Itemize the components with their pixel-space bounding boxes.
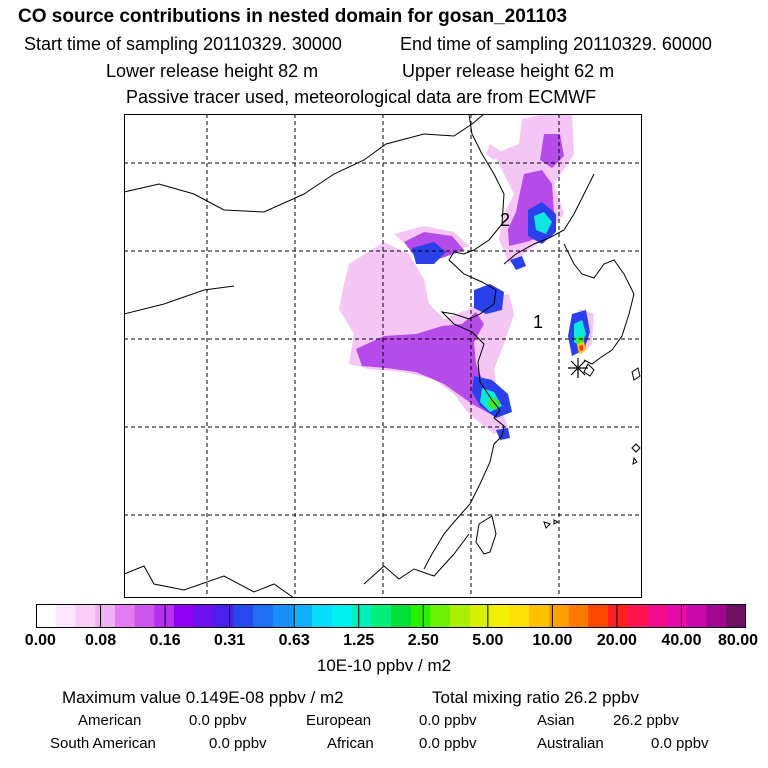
map-panel: 2 1 <box>124 114 642 598</box>
colorbar-unit: 10E-10 ppbv / m2 <box>316 656 452 675</box>
colorbar-cell <box>371 604 392 628</box>
colorbar-cell <box>154 604 175 628</box>
colorbar-tick-label: 1.25 <box>343 632 375 649</box>
colorbar-tick-label: 5.00 <box>472 632 504 649</box>
colorbar-cell <box>272 604 293 628</box>
plume-max <box>577 342 586 354</box>
colorbar-cell <box>529 604 550 628</box>
colorbar-cell <box>36 604 57 628</box>
american-label: American <box>78 712 142 729</box>
colorbar-cell <box>292 604 313 628</box>
asian-value: 26.2 ppbv <box>613 712 679 729</box>
colorbar-cell <box>75 604 96 628</box>
colorbar-tick-label: 2.50 <box>407 632 439 649</box>
colorbar-tick-label: 0.08 <box>84 632 117 649</box>
colorbar-cell <box>607 604 629 628</box>
map-frame <box>124 114 642 598</box>
colorbar-cell <box>588 604 609 628</box>
south-american-label: South American <box>50 735 156 752</box>
colorbar-cell <box>213 604 234 628</box>
colorbar-cell <box>548 604 569 628</box>
colorbar-cell <box>252 604 274 628</box>
colorbar-cell <box>55 604 76 628</box>
upper-release-label: Upper release height 62 m <box>402 61 615 81</box>
colorbar-cell <box>450 604 471 628</box>
start-time-label: Start time of sampling 20110329. 30000 <box>24 34 342 54</box>
max-value-label: Maximum value 0.149E-08 ppbv / m2 <box>62 688 344 707</box>
colorbar-cell <box>233 604 254 628</box>
grid-lines <box>124 114 642 598</box>
colorbar-cell <box>667 604 688 628</box>
australian-label: Australian <box>537 735 604 752</box>
colorbar-cell <box>391 604 412 628</box>
colorbar-cell <box>726 604 746 628</box>
african-label: African <box>327 735 374 752</box>
colorbar-cell <box>489 604 510 628</box>
colorbar-tick-label: 40.00 <box>661 632 702 649</box>
colorbar-cell <box>627 604 648 628</box>
colorbar-tick-label: 10.00 <box>532 632 573 649</box>
colorbar-cell <box>568 604 589 628</box>
colorbar-cell <box>647 604 668 628</box>
asian-label: Asian <box>537 712 575 729</box>
region-1-marker: 1 <box>533 312 543 332</box>
colorbar-cell <box>114 604 136 628</box>
colorbar-tick-label: 0.31 <box>214 632 246 649</box>
colorbar-cell <box>174 604 195 628</box>
colorbar-tick-label: 20.00 <box>596 632 637 649</box>
plot-title: CO source contributions in nested domain… <box>18 6 568 27</box>
tracer-note: Passive tracer used, meteorological data… <box>126 87 597 107</box>
lower-release-label: Lower release height 82 m <box>106 61 319 81</box>
european-label: European <box>306 712 372 729</box>
colorbar-cell <box>351 604 372 628</box>
colorbar-tick-label: 0.63 <box>278 632 310 649</box>
colorbar-tick-label: 80.00 <box>717 632 759 649</box>
end-time-label: End time of sampling 20110329. 60000 <box>400 34 712 54</box>
colorbar-cell <box>706 604 727 628</box>
colorbar-cell <box>312 604 333 628</box>
colorbar-tick-label: 0.16 <box>149 632 181 649</box>
colorbar-cell <box>686 604 708 628</box>
australian-value: 0.0 ppbv <box>651 735 709 752</box>
colorbar-cell <box>469 604 491 628</box>
colorbar-cell <box>134 604 155 628</box>
region-2-marker: 2 <box>500 210 510 230</box>
colorbar-cell <box>95 604 116 628</box>
colorbar <box>36 604 746 628</box>
gosan-station-star-icon <box>568 358 588 378</box>
colorbar-cell <box>410 604 431 628</box>
coastlines <box>124 114 641 598</box>
european-value: 0.0 ppbv <box>419 712 477 729</box>
south-american-value: 0.0 ppbv <box>209 735 267 752</box>
colorbar-cell <box>193 604 214 628</box>
colorbar-cell <box>509 604 530 628</box>
colorbar-cell <box>331 604 353 628</box>
african-value: 0.0 ppbv <box>419 735 477 752</box>
american-value: 0.0 ppbv <box>189 712 247 729</box>
colorbar-cell <box>430 604 451 628</box>
colorbar-tick-label: 0.00 <box>24 632 56 649</box>
total-mixing-ratio-label: Total mixing ratio 26.2 ppbv <box>432 688 639 707</box>
